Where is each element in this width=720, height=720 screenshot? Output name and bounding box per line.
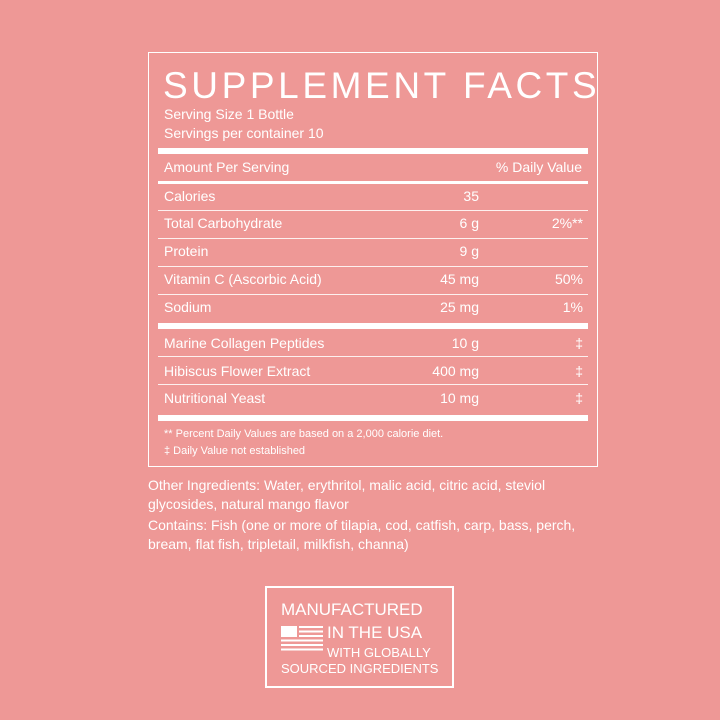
nutrient-name: Marine Collagen Peptides — [164, 335, 325, 351]
nutrient-name: Protein — [164, 243, 209, 259]
panel-title: SUPPLEMENT FACTS — [163, 65, 601, 106]
nutrient-daily-value: ‡ — [575, 363, 583, 379]
header-row: Amount Per Serving % Daily Value — [164, 159, 583, 179]
badge-line3: WITH GLOBALLY — [327, 645, 431, 660]
nutrient-name: Hibiscus Flower Extract — [164, 363, 311, 379]
divider — [158, 238, 588, 239]
us-flag-icon — [281, 626, 323, 651]
nutrient-row: Protein 9 g — [164, 243, 583, 263]
nutrient-daily-value: 2%** — [551, 215, 583, 231]
nutrient-name: Nutritional Yeast — [164, 390, 266, 406]
divider — [158, 356, 588, 357]
badge-line4: SOURCED INGREDIENTS — [281, 661, 439, 676]
nutrient-amount: 45 mg — [440, 271, 479, 287]
divider — [158, 148, 588, 154]
header-left: Amount Per Serving — [164, 159, 290, 175]
nutrient-daily-value: 50% — [554, 271, 583, 287]
badge-line2: IN THE USA — [327, 623, 423, 642]
divider — [158, 266, 588, 267]
nutrient-row: Total Carbohydrate 6 g 2%** — [164, 215, 583, 235]
nutrient-row: Marine Collagen Peptides 10 g ‡ — [164, 335, 583, 355]
nutrient-row: Calories 35 — [164, 188, 583, 208]
nutrient-name: Sodium — [164, 299, 212, 315]
nutrient-name: Total Carbohydrate — [164, 215, 283, 231]
allergen-contains: Contains: Fish (one or more of tilapia, … — [148, 517, 576, 552]
nutrient-row: Nutritional Yeast 10 mg ‡ — [164, 390, 583, 410]
badge-line1: MANUFACTURED — [281, 600, 423, 619]
divider — [158, 181, 588, 184]
footnote-dagger: ‡ Daily Value not established — [164, 445, 306, 457]
nutrient-amount: 25 mg — [440, 299, 479, 315]
nutrient-name: Vitamin C (Ascorbic Acid) — [164, 271, 322, 287]
nutrient-daily-value: 1% — [562, 299, 583, 315]
nutrient-amount: 9 g — [459, 243, 479, 259]
serving-size: Serving Size 1 Bottle — [164, 106, 294, 122]
divider — [158, 294, 588, 295]
nutrient-row: Sodium 25 mg 1% — [164, 299, 583, 319]
nutrient-row: Vitamin C (Ascorbic Acid) 45 mg 50% — [164, 271, 583, 291]
other-ingredients: Other Ingredients: Water, erythritol, ma… — [148, 477, 546, 512]
nutrient-amount: 400 mg — [432, 363, 479, 379]
nutrient-daily-value: ‡ — [575, 390, 583, 406]
nutrient-amount: 10 g — [451, 335, 479, 351]
servings-per-container: Servings per container 10 — [164, 125, 324, 141]
divider — [158, 323, 588, 329]
nutrient-amount: 10 mg — [440, 390, 479, 406]
nutrient-amount: 35 — [463, 188, 479, 204]
divider — [158, 210, 588, 211]
supplement-facts-panel: SUPPLEMENT FACTS Serving Size 1 Bottle S… — [148, 52, 598, 467]
made-in-usa-badge: MANUFACTURED IN THE USA WITH GLOBALLY SO… — [265, 586, 454, 688]
divider — [158, 415, 588, 421]
nutrient-daily-value: ‡ — [575, 335, 583, 351]
header-right: % Daily Value — [495, 159, 582, 175]
divider — [158, 384, 588, 385]
nutrient-name: Calories — [164, 188, 216, 204]
nutrient-row: Hibiscus Flower Extract 400 mg ‡ — [164, 363, 583, 383]
footnote-dv: ** Percent Daily Values are based on a 2… — [164, 428, 444, 440]
nutrient-amount: 6 g — [459, 215, 479, 231]
